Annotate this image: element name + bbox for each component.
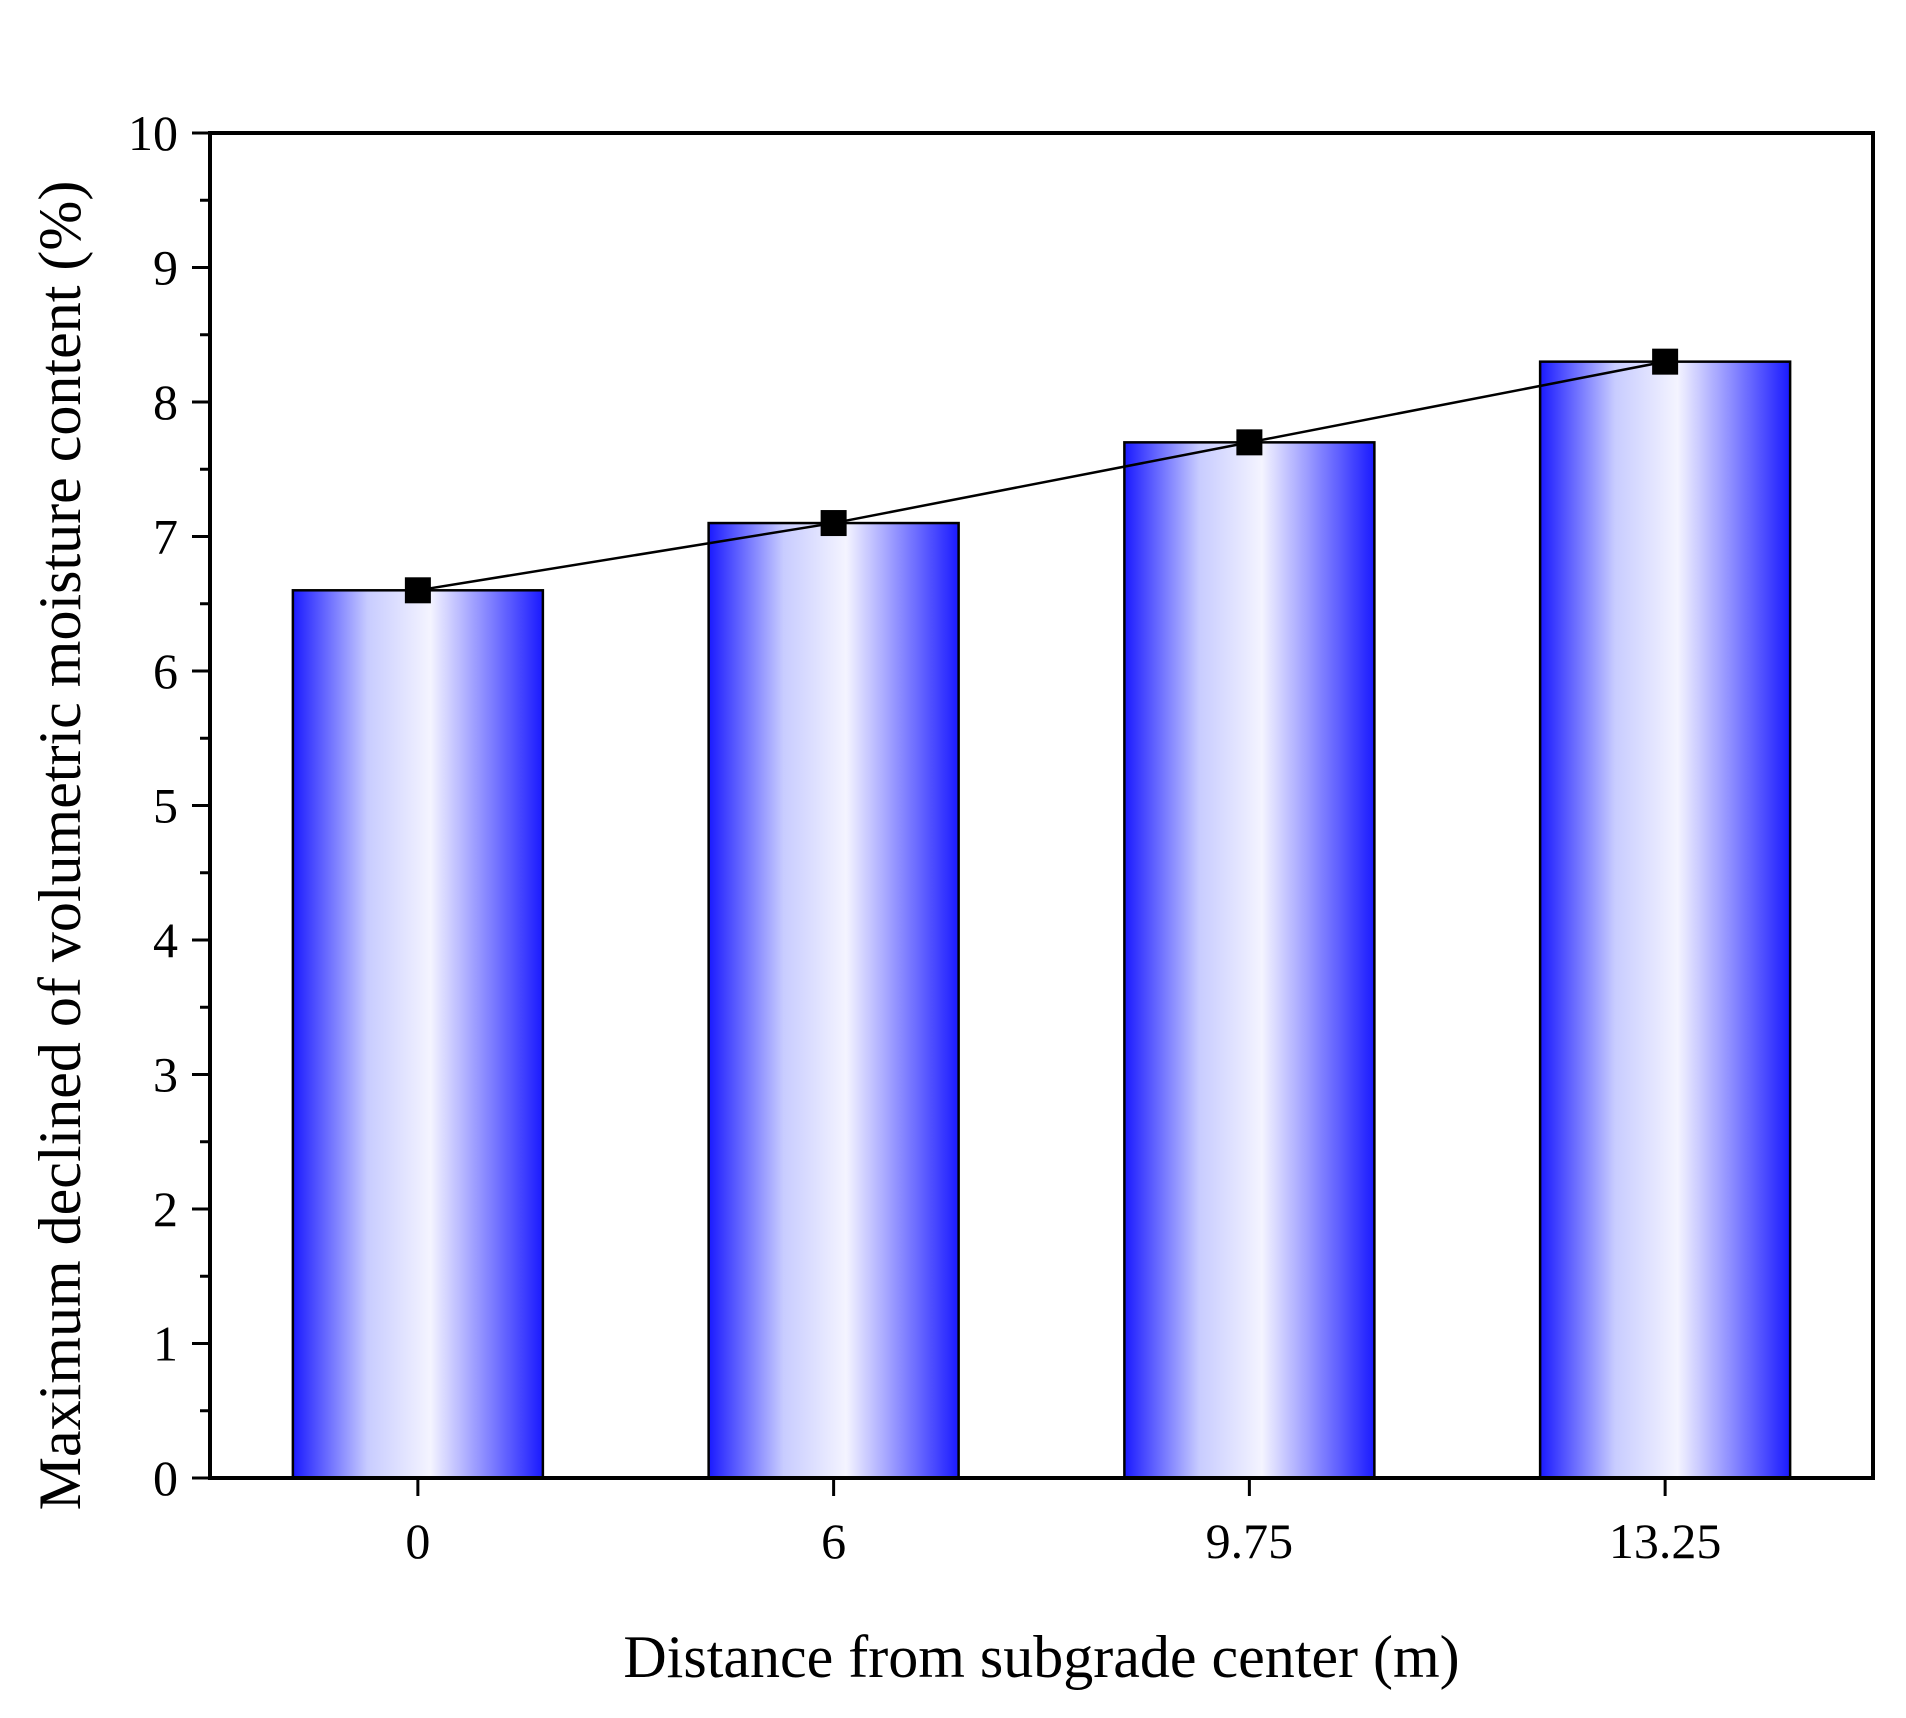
y-tick-label-9: 9 [153,240,178,296]
y-tick-label-10: 10 [128,105,178,161]
y-tick-label-6: 6 [153,643,178,699]
axes-layer: 0 1 2 3 4 5 6 7 8 9 10 0 6 9.75 13.25 [128,105,1875,1569]
line-layer [404,348,1679,604]
bar-0 [291,589,545,1480]
bars-layer [291,360,1792,1480]
series-line [417,360,1666,592]
labels-layer: Distance from subgrade center (m) Maximu… [27,181,1460,1690]
bar-9.75 [1123,441,1376,1480]
x-axis-title: Distance from subgrade center (m) [623,1624,1459,1690]
x-tick-label-13.25: 13.25 [1609,1513,1722,1569]
point-marker-13.25 [1652,348,1679,375]
y-tick-label-8: 8 [153,374,178,430]
bar-13.25 [1538,360,1792,1480]
y-tick-label-1: 1 [153,1316,178,1372]
y-tick-label-0: 0 [153,1450,178,1506]
point-marker-6 [820,510,847,537]
y-tick-label-4: 4 [153,912,178,968]
point-marker-0 [404,577,431,604]
x-tick-label-0: 0 [405,1513,430,1569]
y-tick-label-5: 5 [153,778,178,834]
y-tick-label-3: 3 [153,1047,178,1103]
bar-6 [707,521,960,1480]
point-marker-9.75 [1236,429,1263,456]
x-tick-label-6: 6 [821,1513,846,1569]
y-axis-title: Maximum declined of volumetric moisture … [27,181,93,1511]
x-tick-label-9.75: 9.75 [1206,1513,1294,1569]
y-tick-label-2: 2 [153,1181,178,1237]
y-tick-label-7: 7 [153,509,178,565]
